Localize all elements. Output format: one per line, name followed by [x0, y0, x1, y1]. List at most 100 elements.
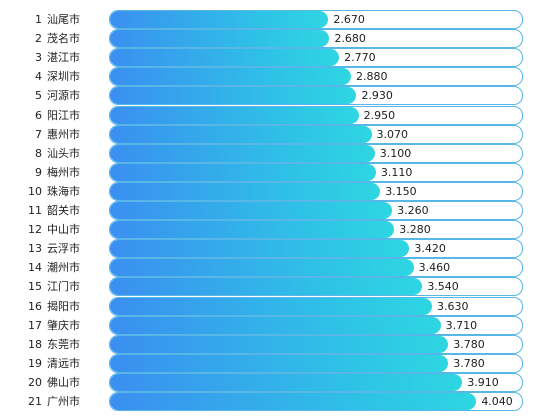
- value-label: 3.280: [399, 223, 431, 237]
- bar: [110, 354, 449, 372]
- bar: [110, 30, 330, 48]
- bar: [110, 11, 329, 28]
- bar-track: [109, 48, 523, 68]
- category-label: 潮州市: [47, 261, 80, 275]
- category-label: 佛山市: [47, 375, 80, 389]
- bar-track: [109, 315, 523, 335]
- bar: [110, 144, 375, 162]
- rank-label: 1: [35, 13, 42, 26]
- category-label: 汕头市: [47, 146, 80, 160]
- category-label: 阳江市: [47, 108, 80, 122]
- bar: [110, 259, 414, 277]
- category-label: 揭阳市: [47, 299, 80, 313]
- value-label: 3.070: [376, 127, 409, 141]
- bar-track: [109, 353, 523, 373]
- bar-track: [109, 372, 523, 392]
- bar-track: [109, 10, 523, 29]
- bar-row: 20 佛山市 3.910: [0, 372, 550, 392]
- category-label: 汕尾市: [47, 13, 80, 26]
- bar: [110, 163, 376, 181]
- rank-label: 12: [28, 223, 42, 237]
- bar: [110, 393, 477, 410]
- category-label: 云浮市: [47, 242, 80, 256]
- bar: [110, 278, 423, 296]
- bar-row: 17 肇庆市 3.710: [0, 315, 550, 335]
- value-label: 3.460: [418, 261, 451, 275]
- value-label: 3.150: [385, 184, 417, 198]
- rank-label: 6: [35, 108, 42, 122]
- bar: [110, 49, 340, 67]
- category-label: 韶关市: [47, 204, 80, 217]
- value-label: 3.710: [445, 318, 478, 332]
- bar: [110, 240, 410, 258]
- bar-track: [109, 86, 523, 106]
- bar-track: [109, 277, 523, 297]
- category-label: 肇庆市: [47, 318, 80, 332]
- category-label: 茂名市: [47, 32, 80, 46]
- category-label: 珠海市: [47, 184, 80, 198]
- category-label: 广州市: [47, 395, 80, 408]
- bar-track: [109, 392, 523, 411]
- bar: [110, 316, 441, 334]
- category-label: 江门市: [47, 280, 80, 294]
- rank-label: 9: [35, 165, 42, 179]
- rank-label: 8: [35, 146, 42, 160]
- bar-track: [109, 105, 523, 125]
- bar-track: [109, 124, 523, 144]
- value-label: 4.040: [481, 395, 513, 408]
- rank-label: 20: [28, 375, 42, 389]
- value-label: 2.950: [363, 108, 396, 122]
- category-label: 惠州市: [47, 127, 80, 141]
- bar: [110, 221, 395, 239]
- rank-label: 10: [28, 184, 42, 198]
- category-label: 清远市: [47, 356, 80, 370]
- rank-label: 21: [28, 395, 42, 408]
- category-label: 湛江市: [47, 51, 80, 65]
- bar-track: [109, 162, 523, 182]
- bar-row: 19 清远市 3.780: [0, 353, 550, 373]
- rank-label: 14: [28, 261, 42, 275]
- value-label: 2.680: [334, 32, 366, 46]
- bar-row: 5 河源市 2.930: [0, 86, 550, 106]
- bar-row: 18 东莞市 3.780: [0, 334, 550, 354]
- bar: [110, 125, 372, 143]
- rank-label: 17: [28, 318, 42, 332]
- rank-label: 16: [28, 299, 42, 313]
- value-label: 3.110: [380, 165, 413, 179]
- category-label: 梅州市: [47, 165, 80, 179]
- value-label: 3.780: [453, 356, 485, 370]
- bar: [110, 68, 352, 86]
- bar-row: 14 潮州市 3.460: [0, 258, 550, 278]
- bar-row: 13 云浮市 3.420: [0, 239, 550, 259]
- bar: [110, 335, 449, 353]
- bar: [110, 182, 381, 200]
- bar-row: 9 梅州市 3.110: [0, 162, 550, 182]
- bar-track: [109, 258, 523, 278]
- bar: [110, 87, 357, 105]
- category-label: 深圳市: [47, 70, 80, 84]
- bar-row: 3 湛江市 2.770: [0, 48, 550, 68]
- rank-label: 19: [28, 356, 42, 370]
- bar-row: 12 中山市 3.280: [0, 220, 550, 240]
- bar-track: [109, 29, 523, 49]
- value-label: 3.260: [397, 204, 429, 217]
- value-label: 2.670: [333, 13, 365, 26]
- bar-row: 15 江门市 3.540: [0, 277, 550, 297]
- rank-label: 18: [28, 337, 42, 351]
- value-label: 3.630: [437, 299, 469, 313]
- value-label: 2.880: [356, 70, 388, 84]
- rank-label: 7: [35, 127, 42, 141]
- bar-row: 1 汕尾市 2.670: [0, 10, 550, 29]
- bar-track: [109, 143, 523, 163]
- bar: [110, 202, 393, 219]
- bar-row: 6 阳江市 2.950: [0, 105, 550, 125]
- value-label: 3.420: [414, 242, 446, 256]
- rank-label: 2: [35, 32, 42, 46]
- bar-row: 16 揭阳市 3.630: [0, 296, 550, 316]
- category-label: 东莞市: [47, 337, 80, 351]
- bar-track: [109, 201, 523, 220]
- bar-row: 2 茂名市 2.680: [0, 29, 550, 49]
- bar-track: [109, 239, 523, 259]
- rank-label: 15: [28, 280, 42, 294]
